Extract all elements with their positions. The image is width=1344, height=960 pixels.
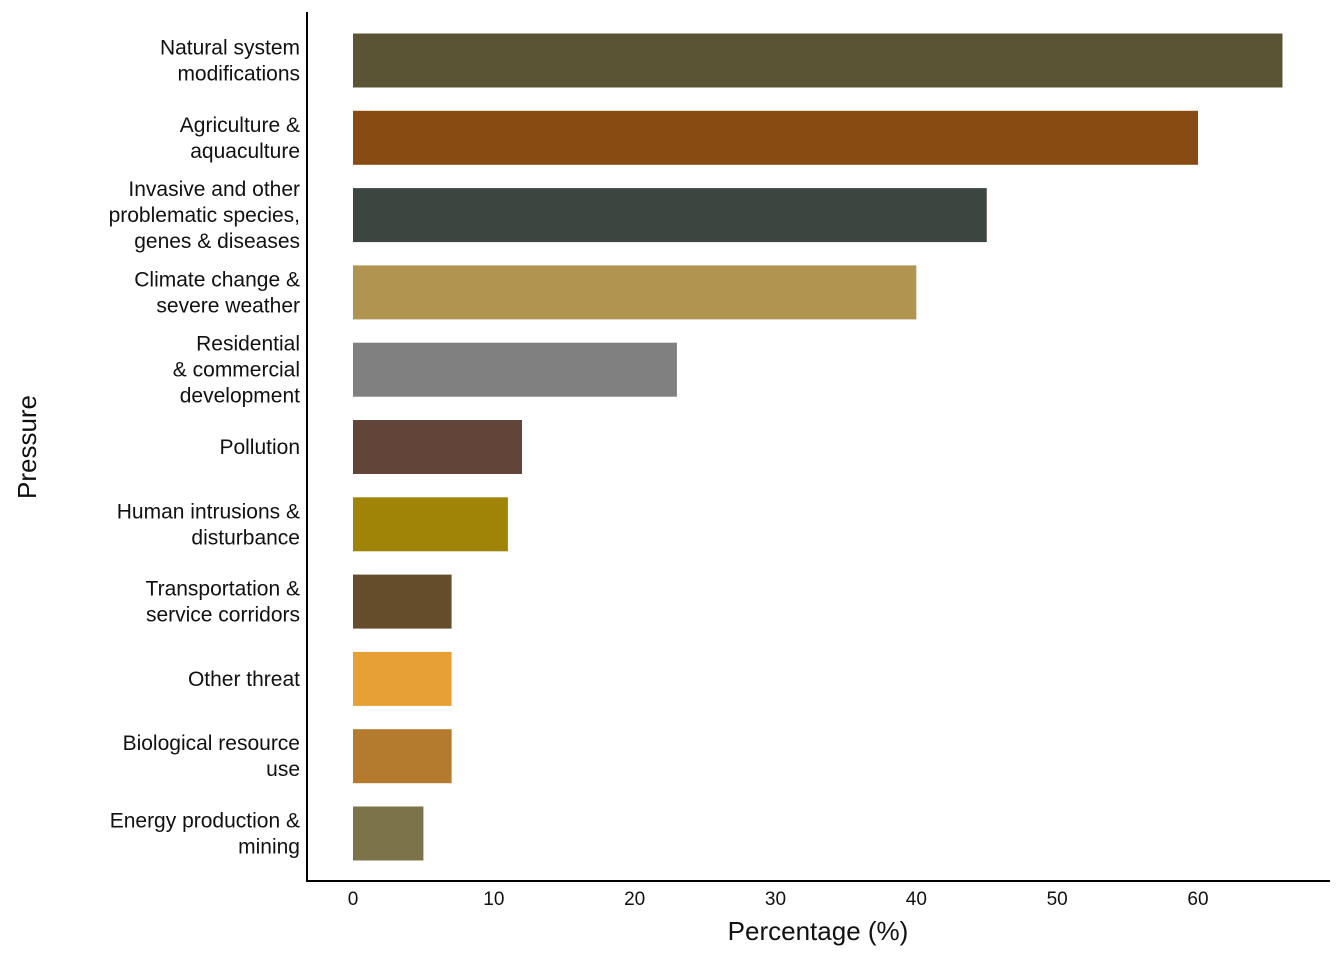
category-label-1: Agriculture & aquaculture <box>180 114 300 163</box>
category-label-7: Transportation & service corridors <box>146 578 300 627</box>
category-labels: Natural system modifications Agriculture &… <box>109 37 301 859</box>
bar-10 <box>353 806 424 861</box>
category-label-line: aquaculture <box>190 140 300 163</box>
category-label-line: service corridors <box>146 604 300 627</box>
category-label-line: genes & diseases <box>134 230 300 253</box>
bar-4 <box>353 342 677 397</box>
category-label-10: Energy production & mining <box>110 810 300 859</box>
category-label-5: Pollution <box>219 436 300 459</box>
category-label-line: Energy production & <box>110 810 300 833</box>
bar-0 <box>353 33 1283 88</box>
category-label-line: use <box>266 758 300 781</box>
category-label-8: Other threat <box>188 668 300 691</box>
category-label-line: Natural system <box>160 37 300 60</box>
category-label-line: problematic species, <box>109 204 300 227</box>
x-tick-label: 40 <box>906 889 927 910</box>
x-tick-labels: 0 10 20 30 40 50 60 <box>348 889 1209 910</box>
bar-1 <box>353 110 1198 165</box>
category-label-line: modifications <box>177 63 300 86</box>
category-label-3: Climate change & severe weather <box>134 268 300 317</box>
category-label-line: Climate change & <box>134 268 300 291</box>
category-label-line: & commercial <box>173 359 300 382</box>
bar-5 <box>353 420 522 474</box>
category-label-line: Transportation & <box>146 578 300 601</box>
category-label-line: Biological resource <box>123 732 300 755</box>
bar-7 <box>353 574 452 629</box>
category-label-line: severe weather <box>156 294 300 317</box>
x-tick-label: 0 <box>348 889 359 910</box>
x-axis-title: Percentage (%) <box>728 916 909 946</box>
category-label-line: Human intrusions & <box>117 500 300 523</box>
category-label-line: Residential <box>196 333 300 356</box>
category-label-6: Human intrusions & disturbance <box>117 500 300 549</box>
category-label-4: Residential & commercial development <box>173 333 300 408</box>
category-label-line: Other threat <box>188 668 300 691</box>
category-label-2: Invasive and other problematic species, ge… <box>109 178 300 253</box>
bar-9 <box>353 729 452 784</box>
category-label-line: Agriculture & <box>180 114 300 137</box>
x-tick-label: 60 <box>1187 889 1208 910</box>
category-label-line: mining <box>238 836 300 859</box>
bar-8 <box>353 651 452 706</box>
category-label-line: disturbance <box>191 526 300 549</box>
category-label-line: Invasive and other <box>128 178 300 201</box>
x-tick-label: 10 <box>483 889 504 910</box>
y-axis-title: Pressure <box>12 395 42 499</box>
category-label-9: Biological resource use <box>123 732 300 781</box>
x-tick-label: 50 <box>1047 889 1068 910</box>
bars-group <box>353 33 1283 861</box>
bar-6 <box>353 497 508 552</box>
category-label-line: Pollution <box>219 436 300 459</box>
x-tick-label: 20 <box>624 889 645 910</box>
category-label-0: Natural system modifications <box>160 37 300 86</box>
category-label-line: development <box>180 385 300 408</box>
bar-3 <box>353 265 917 320</box>
x-tick-label: 30 <box>765 889 786 910</box>
bar-2 <box>353 188 987 243</box>
